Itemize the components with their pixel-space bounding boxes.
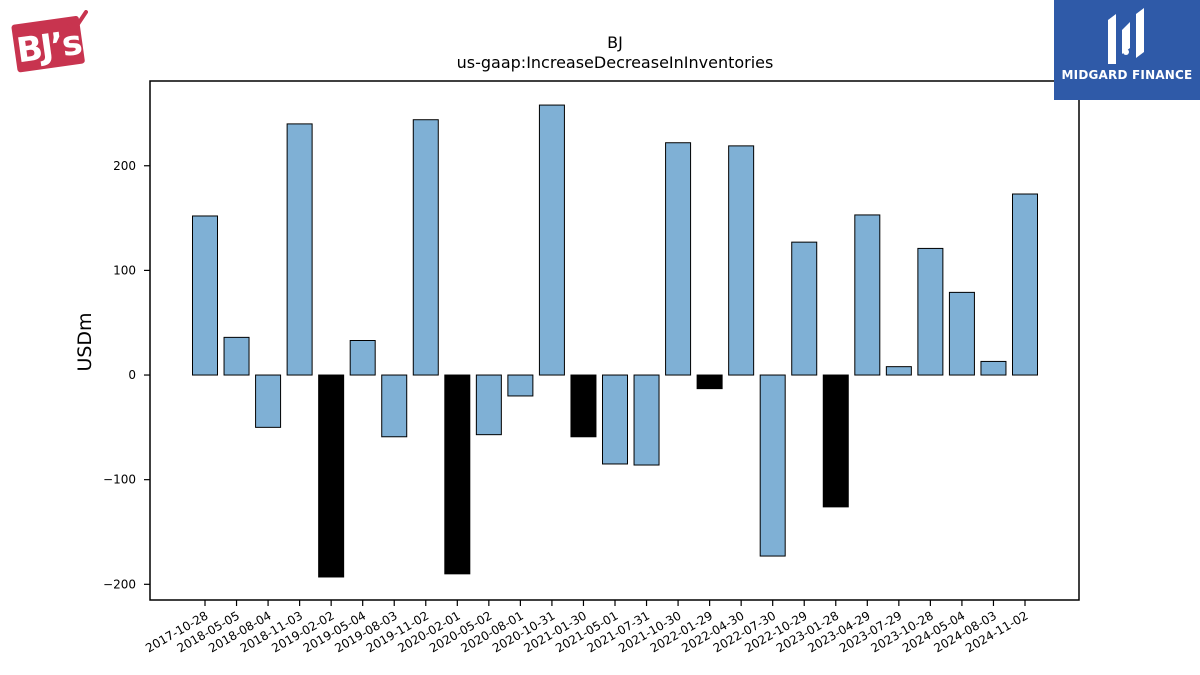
bjs-logo-mark: BJ’s: [11, 10, 88, 73]
bar-2017-10-28: [192, 215, 218, 376]
bars-layer: [192, 104, 1038, 578]
y-tick-label: −100: [103, 473, 136, 487]
bar-2019-02-02: [318, 374, 345, 578]
chart-subtitle: us-gaap:IncreaseDecreaseInInventories: [457, 53, 774, 72]
y-axis-label: USDm: [74, 312, 96, 371]
chart-title: BJ: [607, 33, 623, 52]
bar-2018-08-04: [255, 374, 282, 428]
y-tick-label: −200: [103, 577, 136, 591]
bar-2021-07-31: [633, 374, 660, 466]
midgard-logo-icon: [1108, 8, 1144, 64]
bar-2021-05-01: [602, 374, 628, 465]
bar-2019-05-04: [349, 340, 376, 376]
bar-2022-04-30: [728, 145, 755, 376]
bar-2020-10-31: [538, 104, 565, 376]
y-tick-label: 0: [128, 368, 136, 382]
bar-2021-01-30: [570, 374, 597, 438]
bar-2020-02-01: [444, 374, 471, 575]
bar-2018-11-03: [286, 123, 313, 376]
bar-2024-05-04: [948, 291, 975, 376]
bar-2022-10-29: [791, 241, 818, 376]
bar-2024-08-03: [980, 360, 1007, 376]
midgard-finance-watermark: MIDGARD FINANCE: [1054, 0, 1200, 100]
bar-2022-07-30: [759, 374, 786, 557]
plot-frame: [149, 80, 1080, 601]
bjs-logo: BJ’s: [10, 10, 88, 76]
bar-2023-07-29: [885, 366, 912, 376]
bar-2019-11-02: [412, 119, 439, 376]
bar-2023-01-28: [822, 374, 849, 508]
bar-2018-05-05: [223, 336, 250, 376]
y-tick-label: 100: [113, 263, 136, 277]
svg-text:BJ’s: BJ’s: [14, 23, 83, 72]
bar-2019-08-03: [381, 374, 408, 438]
y-tick-label: 200: [113, 159, 136, 173]
midgard-logo-text: MIDGARD FINANCE: [1061, 68, 1193, 82]
bar-2022-01-29: [696, 374, 723, 390]
x-axis-ticks: 2017-10-282018-05-052018-08-042018-11-03…: [143, 600, 1031, 655]
bar-2020-05-02: [475, 374, 502, 436]
bar-2021-10-30: [665, 142, 692, 376]
y-axis-ticks: −200 −100 0 100 200: [103, 159, 150, 591]
bar-2020-08-01: [507, 374, 534, 397]
bar-2023-10-28: [917, 247, 944, 376]
bar-2023-04-29: [854, 214, 881, 376]
bar-2024-11-02: [1012, 193, 1038, 376]
